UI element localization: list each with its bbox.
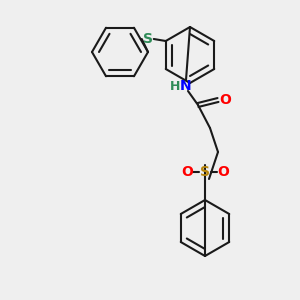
Text: N: N xyxy=(180,79,192,93)
Text: O: O xyxy=(217,165,229,179)
Text: H: H xyxy=(170,80,180,92)
Text: O: O xyxy=(181,165,193,179)
Text: S: S xyxy=(200,165,210,179)
Text: O: O xyxy=(219,93,231,107)
Text: S: S xyxy=(143,32,153,46)
